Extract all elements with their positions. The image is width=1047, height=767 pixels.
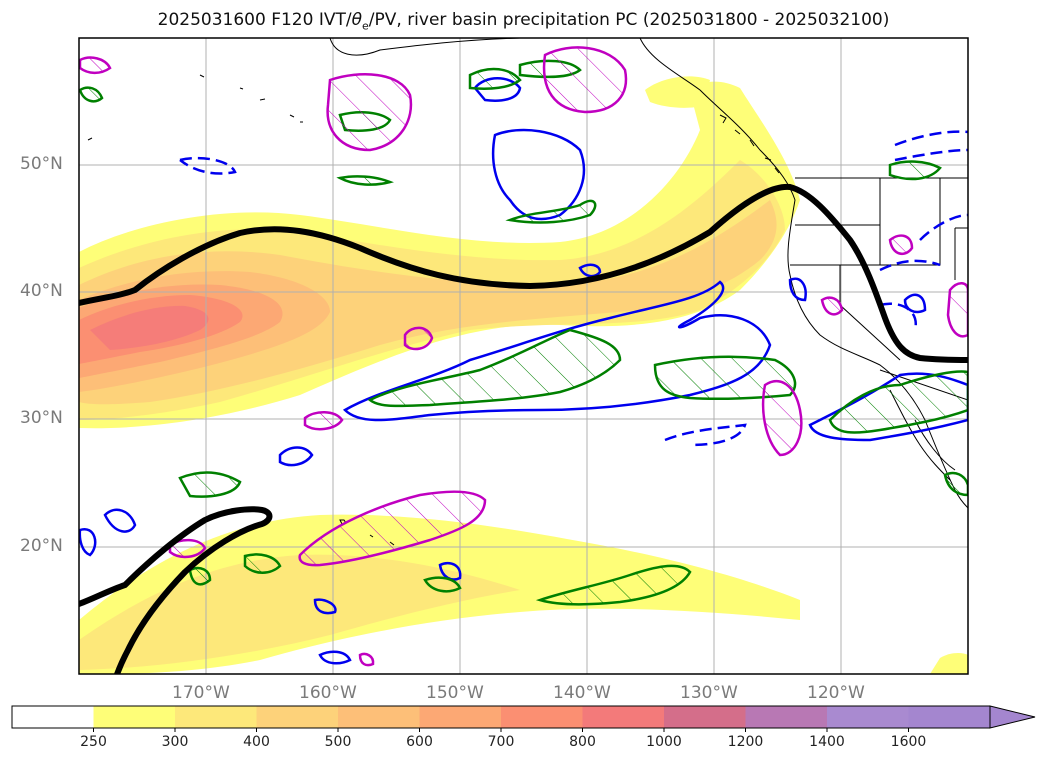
- magenta-area-south: [298, 490, 487, 567]
- map-frame: [78, 37, 969, 675]
- title-suffix: /PV, river basin precipitation PC (20250…: [368, 10, 890, 30]
- colorbar-level-label: 800: [569, 734, 596, 750]
- graticule: [79, 38, 968, 674]
- lon-label-130w: 130°W: [680, 683, 738, 703]
- colorbar-level-label: 500: [324, 734, 352, 750]
- north-america-coast: [329, 38, 968, 509]
- lat-label-30n: 30°N: [20, 408, 63, 428]
- colorbar-extend-arrow: [989, 705, 1036, 729]
- alaska-islands: [719, 114, 780, 174]
- pv-contour-main: [79, 183, 968, 363]
- colorbar-segment: [908, 706, 991, 728]
- blue-contour-dashed4: [664, 423, 747, 447]
- blue-contour-s1: [438, 561, 462, 581]
- green-area-band: [367, 328, 622, 408]
- magenta-area-sw: [168, 538, 207, 559]
- magenta-area-north2: [542, 46, 628, 114]
- colorbar-segment: [419, 706, 502, 728]
- lat-label-40n: 40°N: [20, 281, 63, 301]
- map-plot-area: [79, 38, 968, 674]
- colorbar-level-label: 250: [80, 734, 107, 750]
- blue-contour-band: [342, 280, 772, 422]
- green-area-south4: [423, 576, 462, 593]
- blue-contour-sw3: [278, 446, 314, 467]
- lat-label-50n: 50°N: [20, 154, 63, 174]
- green-area-east: [828, 370, 968, 434]
- colorbar-level-label: 1000: [646, 734, 682, 750]
- colorbar-level-label: 1200: [727, 734, 764, 750]
- ivt-band-ne-250: [645, 76, 710, 108]
- blue-contour-dashed3: [879, 213, 968, 272]
- blue-contour-dashed2: [894, 130, 968, 162]
- lon-label-120w: 120°W: [807, 683, 865, 703]
- green-area-north1: [468, 67, 522, 90]
- blue-contour-s3: [318, 650, 352, 665]
- colorbar-segment: [256, 706, 339, 728]
- magenta-area-coast: [888, 234, 914, 256]
- blue-contour-s2: [313, 598, 337, 615]
- colorbar-level-label: 300: [161, 734, 189, 750]
- green-area-north4: [336, 175, 394, 186]
- lon-label-150w: 150°W: [426, 683, 484, 703]
- aleutian-islands: [87, 74, 303, 141]
- colorbar-segment: [175, 706, 257, 728]
- magenta-area-nw: [79, 56, 112, 75]
- magenta-area-east1: [761, 379, 803, 457]
- title-theta: θ: [351, 10, 362, 30]
- lat-label-20n: 20°N: [20, 536, 63, 556]
- lon-label-170w: 170°W: [172, 683, 230, 703]
- colorbar-segment: [745, 706, 828, 728]
- blue-contour-dashed1: [179, 156, 237, 175]
- pv-contour-south: [79, 506, 273, 674]
- blue-contour-sw2: [79, 527, 97, 557]
- blue-contour-island: [578, 263, 602, 278]
- colorbar-level-label: 400: [243, 734, 270, 750]
- lon-label-160w: 160°W: [299, 683, 357, 703]
- pv-contours: [79, 183, 968, 674]
- ivt-band-se-250: [930, 653, 968, 674]
- state-line-5: [954, 227, 968, 280]
- magenta-area-small: [358, 652, 375, 667]
- colorbar-level-label: 600: [406, 734, 433, 750]
- magenta-area-mid: [303, 411, 344, 431]
- magenta-area-north1: [326, 73, 413, 152]
- colorbar-level-label: 1400: [809, 734, 845, 750]
- ivt-band-south-300: [79, 554, 520, 670]
- colorbar-segment: [93, 706, 176, 728]
- green-area-nw: [79, 86, 104, 103]
- map-title: 2025031600 F120 IVT/θe/PV, river basin p…: [0, 10, 1047, 32]
- colorbar-segment: [664, 706, 746, 728]
- green-area-south5: [188, 566, 212, 586]
- ivt-band-1000: [90, 305, 209, 350]
- ivt-shading: [79, 76, 968, 674]
- green-area-n5: [505, 199, 597, 224]
- blue-contour-coast1: [788, 277, 807, 302]
- blue-contour-sw1: [103, 508, 137, 533]
- green-area-se: [943, 471, 968, 497]
- colorbar: [11, 705, 1036, 732]
- blue-contour-dashed5: [879, 302, 917, 331]
- title-prefix: 2025031600 F120 IVT/: [157, 10, 352, 30]
- green-area-coast: [888, 160, 942, 181]
- colorbar-segment: [582, 706, 665, 728]
- magenta-area-east2: [946, 282, 968, 338]
- colorbar-segment: [827, 706, 909, 728]
- colorbar-segment: [338, 706, 420, 728]
- green-area-south2: [178, 471, 242, 498]
- lon-label-140w: 140°W: [553, 683, 611, 703]
- colorbar-level-label: 1600: [890, 734, 927, 750]
- magenta-area-east3: [820, 296, 844, 316]
- magenta-area-ring: [403, 326, 434, 351]
- precip-magenta-areas: [79, 46, 968, 667]
- title-subscript: e: [362, 19, 369, 33]
- colorbar-level-label: 700: [487, 734, 515, 750]
- green-area-south3: [243, 553, 282, 574]
- colorbar-segment: [501, 706, 583, 728]
- colorbar-segment: [12, 706, 94, 728]
- green-area-south1: [535, 564, 692, 606]
